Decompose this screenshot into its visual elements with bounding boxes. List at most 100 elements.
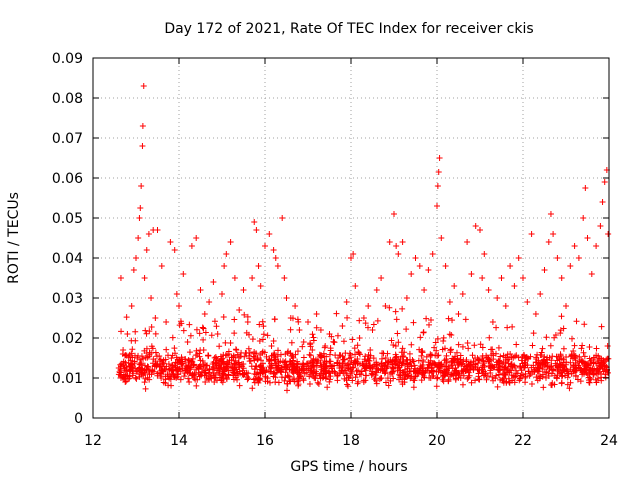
data-point [356,350,363,357]
data-point [580,368,587,375]
data-point [225,348,232,355]
data-point [423,353,430,360]
data-point [201,311,208,317]
data-point [524,299,531,305]
data-point [157,356,164,363]
data-point [250,376,257,383]
data-point [574,376,581,383]
data-point [256,369,263,376]
data-point [313,368,320,375]
data-point [278,366,285,373]
data-point [139,143,146,149]
data-point [410,368,417,375]
data-point [593,243,600,249]
data-point [192,376,199,383]
data-point [208,332,215,339]
data-point [285,373,292,380]
data-point [158,263,165,269]
data-point [213,355,220,362]
data-point [520,275,526,281]
data-point [516,362,523,369]
data-point [216,343,223,350]
data-point [448,371,455,378]
data-point [193,382,200,389]
data-point [509,323,516,330]
x-axis-label: GPS time / hours [290,459,407,475]
data-point [146,371,153,378]
data-point [492,350,499,357]
data-point [468,271,475,277]
data-point [434,374,441,381]
data-point [572,372,579,379]
data-point [202,378,209,385]
data-point [262,373,269,380]
y-tick-label: 0.04 [52,251,83,267]
data-point [547,342,554,349]
data-point [587,368,594,375]
data-point [374,361,381,368]
data-point [324,384,331,391]
data-point [579,342,586,349]
data-point [236,307,243,313]
data-point [193,235,200,241]
data-point [202,329,209,336]
data-point [257,283,264,289]
data-point [319,374,326,381]
data-point [145,368,152,375]
data-point [434,203,440,209]
data-point [387,371,394,378]
data-point [352,358,359,365]
data-point [216,361,223,368]
data-point [556,356,563,363]
data-point [350,251,357,257]
data-point [163,346,170,353]
data-point [327,373,334,380]
data-point [238,349,245,356]
data-point [186,321,193,328]
data-point [292,303,299,309]
data-point [467,360,474,367]
data-point [400,352,407,359]
data-point [368,371,375,378]
data-point [373,287,380,293]
data-point [210,363,217,370]
data-point [600,360,607,367]
data-point [426,374,433,381]
data-point [288,339,295,346]
data-point [317,352,324,359]
data-point [508,354,515,361]
data-point [587,376,594,383]
data-point [220,314,227,321]
data-point [544,354,551,361]
data-point [528,381,535,388]
data-point [323,358,330,365]
data-point [446,299,453,305]
data-point [260,331,267,338]
data-point [117,361,124,368]
data-point [315,381,322,388]
data-point [281,275,288,281]
data-point [234,368,241,375]
data-point [173,374,180,381]
data-point [397,372,404,379]
data-point [554,363,561,370]
data-point [145,231,152,237]
data-point [396,376,403,383]
data-point [558,313,565,320]
data-point [544,359,551,366]
data-point [448,362,455,369]
data-point [171,247,178,253]
data-point [446,331,453,338]
data-point [515,255,522,261]
data-point [135,235,142,241]
data-point [351,345,358,352]
chart-title: Day 172 of 2021, Rate Of TEC Index for r… [164,21,533,37]
data-point [390,342,397,349]
data-point [441,369,448,376]
data-point [186,357,193,364]
data-point [235,360,242,367]
data-point [206,299,213,305]
data-point [573,318,580,325]
data-point [261,349,268,356]
data-point [408,373,415,380]
